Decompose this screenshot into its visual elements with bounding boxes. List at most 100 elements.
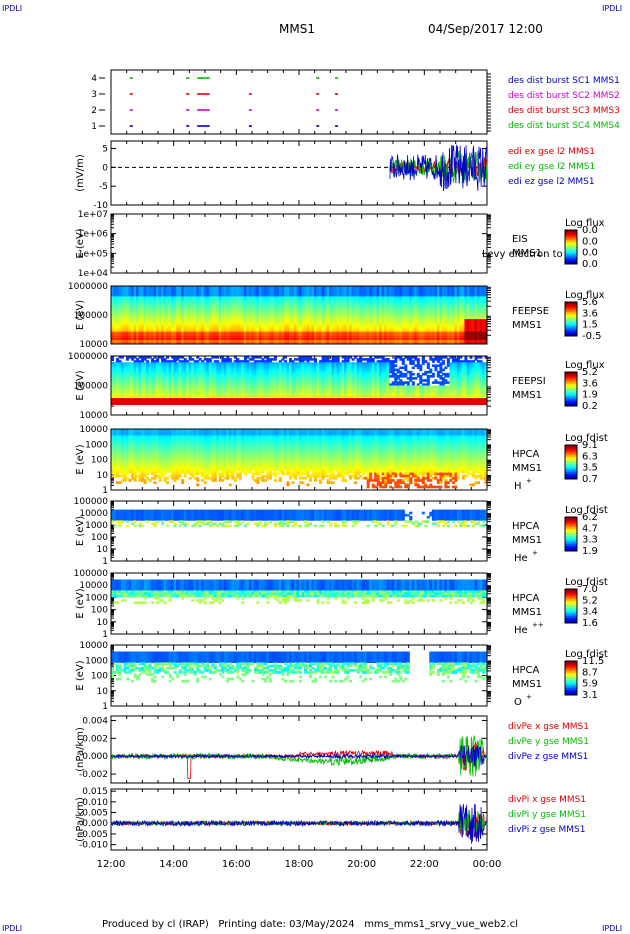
heatmap-cell	[166, 341, 170, 345]
y-tick-label: 10000	[79, 340, 108, 350]
heatmap-cell	[196, 323, 200, 326]
heatmap-cell	[136, 315, 140, 318]
heatmap-cell	[211, 288, 215, 291]
heatmap-cell	[213, 300, 217, 304]
heatmap-cell	[136, 296, 140, 299]
heatmap-cell	[138, 331, 142, 335]
heatmap-cell	[148, 327, 152, 330]
colorbar-tick-label: 3.6	[582, 308, 598, 319]
heatmap-cell	[138, 286, 142, 289]
heatmap-cell	[186, 288, 190, 291]
heatmap-cell	[166, 292, 170, 295]
heatmap-cell	[118, 308, 122, 312]
heatmap-cell	[126, 288, 129, 291]
heatmap-cell	[181, 312, 185, 316]
header-datetime: 04/Sep/2017 12:00	[428, 22, 543, 36]
heatmap-cells	[111, 286, 488, 345]
heatmap-cell	[191, 323, 195, 326]
heatmap-cell	[133, 331, 137, 335]
heatmap-cell	[138, 290, 142, 293]
heatmap-cell	[173, 286, 177, 289]
heatmap-cell	[198, 333, 202, 337]
heatmap-cell	[113, 292, 117, 295]
heatmap-cell	[223, 321, 227, 324]
heatmap-cell	[148, 286, 152, 289]
heatmap-cell	[196, 331, 200, 335]
heatmap-cell	[111, 286, 114, 289]
heatmap-cell	[118, 331, 122, 335]
heatmap-cell	[141, 333, 145, 337]
y-tick-label: 1e+06	[78, 230, 109, 240]
heatmap-cell	[116, 337, 119, 341]
heatmap-cell	[153, 331, 157, 335]
heatmap-cell	[181, 333, 185, 337]
heatmap-cell	[148, 317, 152, 320]
heatmap-cell	[181, 288, 185, 291]
heatmap-cell	[121, 290, 124, 293]
colorbar-tick-label: 5.6	[582, 297, 598, 308]
heatmap-cell	[153, 304, 157, 308]
heatmap-cell	[121, 304, 124, 308]
heatmap-cell	[218, 325, 222, 328]
heatmap-cell	[136, 319, 140, 322]
heatmap-cell	[188, 312, 192, 316]
heatmap-cell	[128, 317, 132, 320]
heatmap-cell	[156, 323, 160, 326]
heatmap-cell	[131, 337, 135, 341]
heatmap-cell	[158, 335, 162, 339]
heatmap-cell	[166, 327, 170, 330]
heatmap-cell	[151, 317, 155, 320]
heatmap-cell	[161, 323, 165, 326]
heatmap-cell	[141, 325, 145, 328]
heatmap-cell	[201, 308, 205, 312]
heatmap-cell	[203, 323, 207, 326]
heatmap-cell	[148, 339, 152, 343]
heatmap-cell	[141, 306, 145, 310]
heatmap-cell	[121, 335, 124, 339]
heatmap-cell	[218, 308, 222, 312]
heatmap-cell	[203, 312, 207, 316]
heatmap-cell	[213, 325, 217, 328]
heatmap-cell	[111, 290, 114, 293]
colorbar-cell	[565, 258, 577, 262]
heatmap-cell	[141, 288, 145, 291]
heatmap-cell	[183, 304, 187, 308]
heatmap-cell	[153, 329, 157, 333]
heatmap-cell	[183, 292, 187, 295]
heatmap-cell	[193, 333, 197, 337]
heatmap-cell	[158, 312, 162, 316]
heatmap-cell	[141, 310, 145, 314]
heatmap-cell	[153, 308, 157, 312]
heatmap-cell	[186, 298, 190, 301]
heatmap-cell	[138, 323, 142, 326]
heatmap-cell	[191, 290, 195, 293]
heatmap-cell	[206, 331, 210, 335]
heatmap-cell	[218, 337, 222, 341]
heatmap-cell	[223, 319, 227, 322]
heatmap-cell	[148, 306, 152, 310]
heatmap-cell	[131, 327, 135, 330]
burst-interval	[248, 93, 252, 95]
heatmap-cell	[201, 323, 205, 326]
footer-text: Produced by cl (IRAP) Printing date: 03/…	[102, 919, 519, 930]
heatmap-cell	[188, 296, 192, 299]
heatmap-cell	[206, 333, 210, 337]
heatmap-cell	[193, 292, 197, 295]
heatmap-cell	[208, 286, 212, 289]
heatmap-cell	[168, 302, 172, 306]
heatmap-cell	[121, 341, 124, 345]
heatmap-cell	[118, 329, 122, 333]
heatmap-cell	[136, 329, 140, 333]
heatmap-cell	[123, 294, 127, 297]
heatmap-cell	[221, 327, 225, 330]
heatmap-cell	[166, 323, 170, 326]
colorbar-tick-label: 1.5	[582, 320, 598, 331]
heatmap-cell	[143, 331, 147, 335]
heatmap-cell	[178, 312, 182, 316]
heatmap-cell	[171, 294, 175, 297]
heatmap-cell	[223, 300, 227, 304]
heatmap-cell	[201, 290, 205, 293]
heatmap-cell	[176, 288, 180, 291]
heatmap-cell	[201, 312, 205, 316]
heatmap-cell	[146, 308, 150, 312]
